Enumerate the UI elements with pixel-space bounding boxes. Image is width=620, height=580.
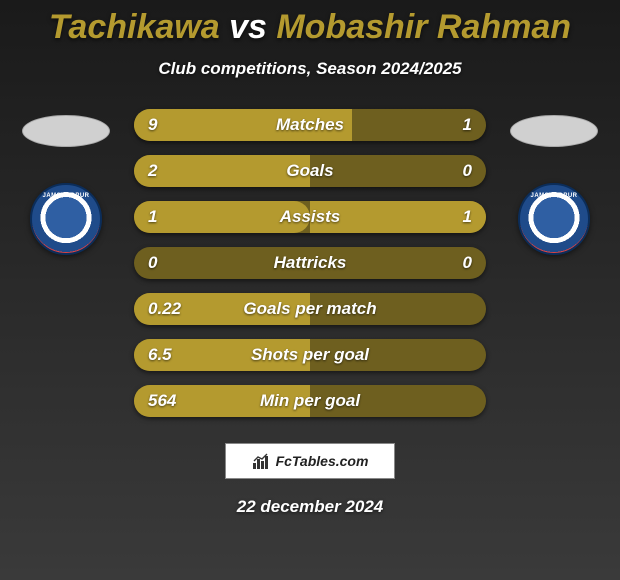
page-title: Tachikawa vs Mobashir Rahman: [0, 0, 620, 47]
player2-photo-placeholder: [510, 115, 598, 147]
vs-text: vs: [229, 8, 267, 46]
right-column: JAMSHEDPUR: [504, 109, 604, 255]
bar-label: Matches: [134, 115, 486, 135]
stat-bar: 9Matches1: [134, 109, 486, 141]
stat-bar: 564Min per goal: [134, 385, 486, 417]
stat-bars: 9Matches12Goals01Assists10Hattricks00.22…: [134, 109, 486, 417]
subtitle: Club competitions, Season 2024/2025: [0, 59, 620, 79]
bar-label: Shots per goal: [134, 345, 486, 365]
stat-bar: 0Hattricks0: [134, 247, 486, 279]
left-column: JAMSHEDPUR: [16, 109, 116, 255]
bar-value-right: 1: [463, 115, 472, 135]
bar-value-right: 0: [463, 253, 472, 273]
stat-bar: 0.22Goals per match: [134, 293, 486, 325]
player1-photo-placeholder: [22, 115, 110, 147]
player1-name: Tachikawa: [49, 8, 220, 46]
stat-bar: 1Assists1: [134, 201, 486, 233]
bar-label: Assists: [134, 207, 486, 227]
brand-text: FcTables.com: [276, 453, 369, 469]
badge-text-left: JAMSHEDPUR: [42, 193, 89, 199]
brand-logo[interactable]: FcTables.com: [225, 443, 395, 479]
player1-club-badge: JAMSHEDPUR: [30, 183, 102, 255]
bar-label: Hattricks: [134, 253, 486, 273]
bar-label: Min per goal: [134, 391, 486, 411]
footer-date: 22 december 2024: [0, 497, 620, 517]
player2-club-badge: JAMSHEDPUR: [518, 183, 590, 255]
badge-text-right: JAMSHEDPUR: [530, 193, 577, 199]
stat-bar: 2Goals0: [134, 155, 486, 187]
bar-value-right: 1: [463, 207, 472, 227]
bar-label: Goals per match: [134, 299, 486, 319]
bar-value-right: 0: [463, 161, 472, 181]
bar-label: Goals: [134, 161, 486, 181]
stat-bar: 6.5Shots per goal: [134, 339, 486, 371]
chart-icon: [252, 452, 270, 470]
player2-name: Mobashir Rahman: [276, 8, 571, 46]
comparison-content: JAMSHEDPUR 9Matches12Goals01Assists10Hat…: [0, 109, 620, 417]
